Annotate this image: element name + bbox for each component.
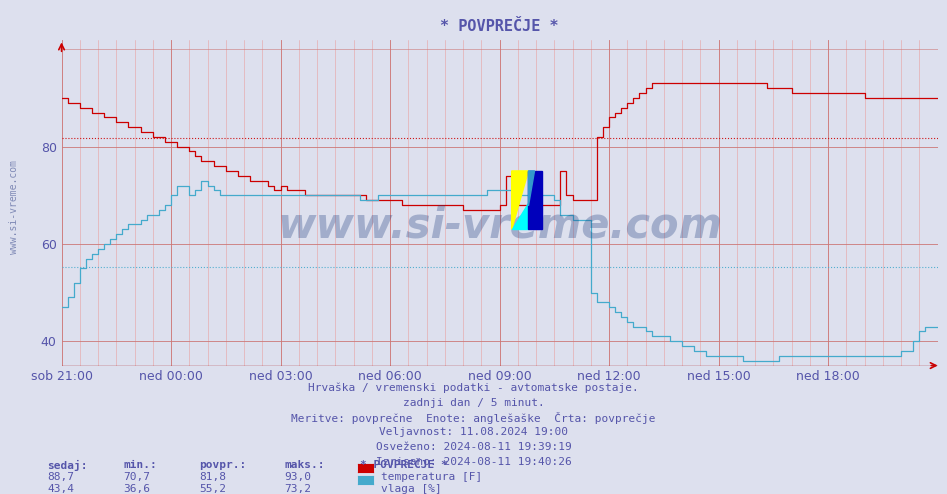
Text: min.:: min.: — [123, 460, 157, 470]
Text: maks.:: maks.: — [284, 460, 325, 470]
Text: Izrisano: 2024-08-11 19:40:26: Izrisano: 2024-08-11 19:40:26 — [376, 457, 571, 467]
Text: vlaga [%]: vlaga [%] — [381, 484, 441, 494]
Text: www.si-vreme.com: www.si-vreme.com — [277, 205, 722, 247]
Text: Hrvaška / vremenski podatki - avtomatske postaje.: Hrvaška / vremenski podatki - avtomatske… — [308, 383, 639, 393]
Text: povpr.:: povpr.: — [199, 460, 246, 470]
Text: temperatura [F]: temperatura [F] — [381, 472, 482, 482]
Polygon shape — [511, 171, 528, 229]
Text: Osveženo: 2024-08-11 19:39:19: Osveženo: 2024-08-11 19:39:19 — [376, 442, 571, 452]
Text: www.si-vreme.com: www.si-vreme.com — [9, 161, 20, 254]
Text: 88,7: 88,7 — [47, 472, 75, 482]
Text: 43,4: 43,4 — [47, 484, 75, 494]
Polygon shape — [528, 171, 534, 206]
Text: Veljavnost: 11.08.2024 19:00: Veljavnost: 11.08.2024 19:00 — [379, 427, 568, 437]
Title: * POVPREČJE *: * POVPREČJE * — [440, 19, 559, 34]
Text: 36,6: 36,6 — [123, 484, 151, 494]
Text: sedaj:: sedaj: — [47, 460, 88, 471]
Polygon shape — [511, 203, 528, 229]
Text: 81,8: 81,8 — [199, 472, 226, 482]
Text: 93,0: 93,0 — [284, 472, 312, 482]
Text: Meritve: povprečne  Enote: anglešaške  Črta: povprečje: Meritve: povprečne Enote: anglešaške Črt… — [292, 412, 655, 424]
Text: * POVPREČJE *: * POVPREČJE * — [360, 460, 448, 470]
Polygon shape — [528, 171, 542, 229]
Text: 55,2: 55,2 — [199, 484, 226, 494]
Text: 73,2: 73,2 — [284, 484, 312, 494]
Text: 70,7: 70,7 — [123, 472, 151, 482]
Text: zadnji dan / 5 minut.: zadnji dan / 5 minut. — [402, 398, 545, 408]
